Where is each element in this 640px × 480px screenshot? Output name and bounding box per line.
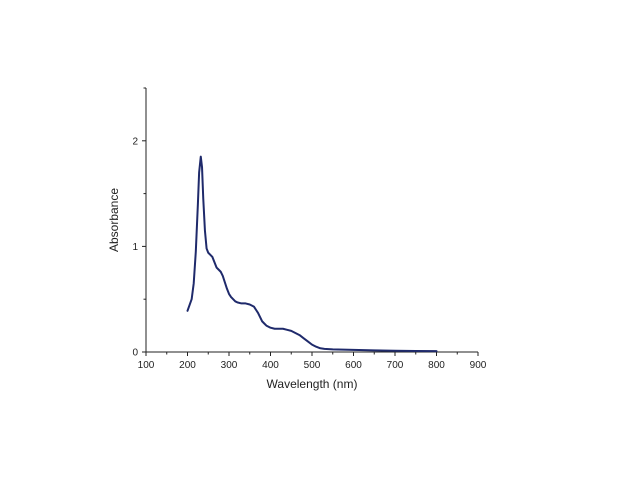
x-axis-title: Wavelength (nm): [267, 377, 358, 391]
x-tick-label: 800: [428, 360, 445, 371]
series-line: [186, 155, 438, 353]
y-tick-label: 1: [132, 242, 138, 253]
x-tick-label: 500: [304, 360, 321, 371]
x-tick-label: 400: [262, 360, 279, 371]
ticks: 100 200 300 400 500 600 700 800 900 0 1 2: [132, 87, 487, 371]
y-tick-label: 2: [132, 136, 138, 147]
y-tick-label: 0: [132, 348, 138, 359]
x-tick-label: 700: [387, 360, 404, 371]
x-tick-label: 300: [221, 360, 238, 371]
axes: [145, 88, 478, 353]
x-tick-label: 100: [138, 360, 155, 371]
x-tick-label: 200: [179, 360, 196, 371]
series-group: [186, 155, 438, 353]
y-axis-title: Absorbance: [107, 188, 121, 252]
x-tick-label: 600: [345, 360, 362, 371]
x-tick-label: 900: [470, 360, 487, 371]
